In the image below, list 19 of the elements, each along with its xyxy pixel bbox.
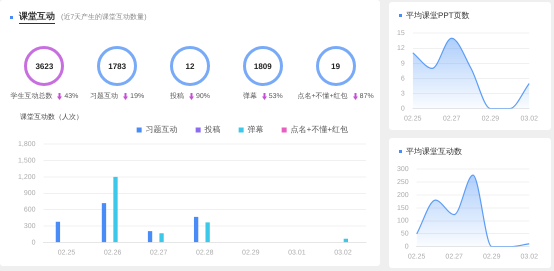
bar: [148, 231, 152, 242]
bar: [113, 176, 118, 242]
data-label: 12: [186, 62, 194, 70]
legend-label: 点名+不懂+红包: [290, 125, 348, 134]
bar: [344, 238, 348, 242]
data-label: 1783: [108, 62, 126, 70]
text: 课堂互动: [19, 10, 55, 24]
bar: [205, 222, 210, 242]
data-label: 19: [331, 62, 340, 70]
chart-title: 平均课堂互动数: [406, 146, 462, 157]
data-label: 1809: [254, 62, 272, 70]
bar: [194, 216, 198, 242]
data-label: 3623: [35, 62, 54, 70]
bar: [56, 222, 60, 242]
legend-label: 投稿: [204, 125, 221, 134]
legend-label: 弹幕: [248, 125, 264, 134]
legend-label: 习题互动: [146, 125, 178, 134]
bar: [102, 203, 106, 242]
chart-title: 平均课堂PPT页数: [406, 10, 470, 21]
